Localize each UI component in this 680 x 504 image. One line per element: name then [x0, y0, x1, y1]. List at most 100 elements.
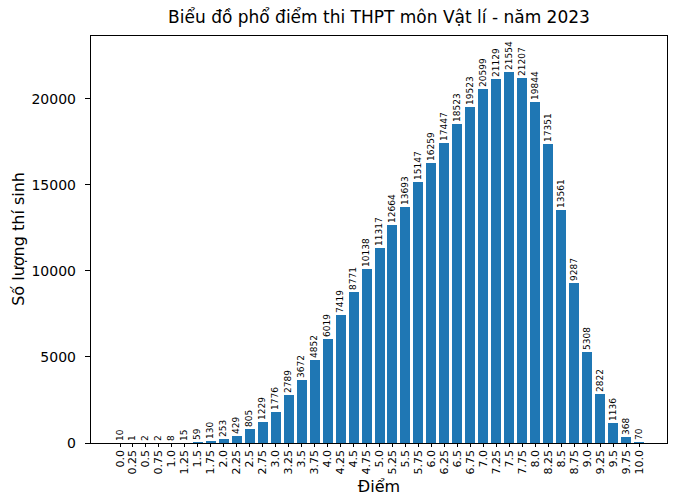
x-tick-mark — [197, 443, 198, 447]
x-tick-mark — [353, 443, 354, 447]
y-tick-label: 0 — [0, 436, 76, 450]
x-tick-label: 3.25 — [283, 450, 294, 475]
bar — [556, 210, 566, 443]
x-tick-mark — [418, 443, 419, 447]
x-tick-label: 8.0 — [530, 450, 541, 468]
bar-value-label: 1776 — [271, 388, 280, 411]
x-tick-mark — [457, 443, 458, 447]
bar — [245, 429, 255, 443]
y-tick-label: 20000 — [0, 92, 76, 106]
bar — [491, 79, 501, 443]
x-tick-label: 1.75 — [205, 450, 216, 475]
bar-value-label: 21129 — [492, 49, 501, 78]
x-tick-label: 6.75 — [465, 450, 476, 475]
x-tick-mark — [184, 443, 185, 447]
bar-value-label: 3672 — [297, 355, 306, 378]
bar-value-label: 2822 — [596, 370, 605, 393]
bar-value-label: 21207 — [518, 47, 527, 76]
bar — [413, 182, 423, 443]
x-tick-label: 9.0 — [582, 450, 593, 468]
x-tick-mark — [262, 443, 263, 447]
x-tick-label: 0.5 — [140, 450, 151, 468]
bar — [465, 107, 475, 443]
x-tick-label: 9.5 — [608, 450, 619, 468]
x-tick-label: 5.75 — [413, 450, 424, 475]
x-tick-mark — [470, 443, 471, 447]
bar-value-label: 21554 — [505, 41, 514, 70]
bar — [400, 207, 410, 443]
x-tick-mark — [535, 443, 536, 447]
bar-value-label: 2789 — [284, 370, 293, 393]
x-tick-mark — [275, 443, 276, 447]
x-tick-mark — [483, 443, 484, 447]
bar-value-label: 130 — [206, 422, 215, 439]
x-tick-mark — [120, 443, 121, 447]
x-tick-label: 3.0 — [270, 450, 281, 468]
bar-value-label: 17351 — [544, 114, 553, 143]
x-tick-mark — [340, 443, 341, 447]
y-tick-mark — [85, 270, 90, 271]
x-tick-mark — [223, 443, 224, 447]
bar-value-label: 19844 — [531, 71, 540, 100]
x-tick-label: 10.0 — [634, 450, 645, 475]
bar — [258, 422, 268, 443]
x-tick-label: 0.75 — [153, 450, 164, 475]
bar-value-label: 253 — [219, 419, 228, 436]
y-tick-label: 5000 — [0, 350, 76, 364]
x-tick-mark — [236, 443, 237, 447]
bar — [569, 283, 579, 443]
bar-value-label: 15 — [180, 429, 189, 440]
x-tick-mark — [366, 443, 367, 447]
bar — [323, 339, 333, 443]
x-tick-label: 5.0 — [374, 450, 385, 468]
bar — [284, 395, 294, 443]
x-tick-label: 8.25 — [543, 450, 554, 475]
bar-value-label: 7419 — [336, 290, 345, 313]
x-tick-label: 2.75 — [257, 450, 268, 475]
bar — [504, 72, 514, 443]
x-tick-mark — [639, 443, 640, 447]
x-tick-label: 9.25 — [595, 450, 606, 475]
bar-value-label: 805 — [245, 410, 254, 427]
x-tick-mark — [626, 443, 627, 447]
x-tick-label: 2.25 — [231, 450, 242, 475]
bar-value-label: 13693 — [401, 177, 410, 206]
bar-value-label: 2 — [154, 435, 163, 441]
x-tick-label: 6.5 — [452, 450, 463, 468]
x-tick-label: 2.0 — [218, 450, 229, 468]
bar — [543, 144, 553, 443]
bar-value-label: 8771 — [349, 267, 358, 290]
bar — [582, 352, 592, 443]
x-tick-mark — [613, 443, 614, 447]
x-tick-mark — [379, 443, 380, 447]
x-tick-mark — [132, 443, 133, 447]
x-tick-label: 3.5 — [296, 450, 307, 468]
x-tick-label: 9.75 — [621, 450, 632, 475]
x-tick-label: 1.25 — [179, 450, 190, 475]
bar-value-label: 1229 — [258, 397, 267, 420]
x-tick-label: 5.5 — [400, 450, 411, 468]
bar-value-label: 368 — [622, 417, 631, 434]
bar — [517, 78, 527, 443]
bar-value-label: 20599 — [479, 58, 488, 87]
bar-value-label: 11317 — [375, 218, 384, 247]
bar — [336, 315, 346, 443]
x-tick-label: 1.5 — [192, 450, 203, 468]
x-tick-label: 1.0 — [166, 450, 177, 468]
bar — [426, 163, 436, 443]
x-tick-mark — [561, 443, 562, 447]
x-tick-label: 4.0 — [322, 450, 333, 468]
y-axis-label: Số lượng thí sinh — [11, 172, 27, 306]
x-tick-mark — [314, 443, 315, 447]
x-tick-label: 7.5 — [504, 450, 515, 468]
x-tick-mark — [600, 443, 601, 447]
x-tick-label: 4.75 — [361, 450, 372, 475]
x-tick-label: 2.5 — [244, 450, 255, 468]
bar — [349, 292, 359, 443]
bar — [608, 423, 618, 443]
plot-area: 1012281559130253429805122917762789367248… — [90, 35, 668, 443]
bar — [478, 89, 488, 443]
bar-value-label: 9287 — [570, 258, 579, 281]
bar-value-label: 18523 — [453, 94, 462, 123]
x-tick-mark — [301, 443, 302, 447]
